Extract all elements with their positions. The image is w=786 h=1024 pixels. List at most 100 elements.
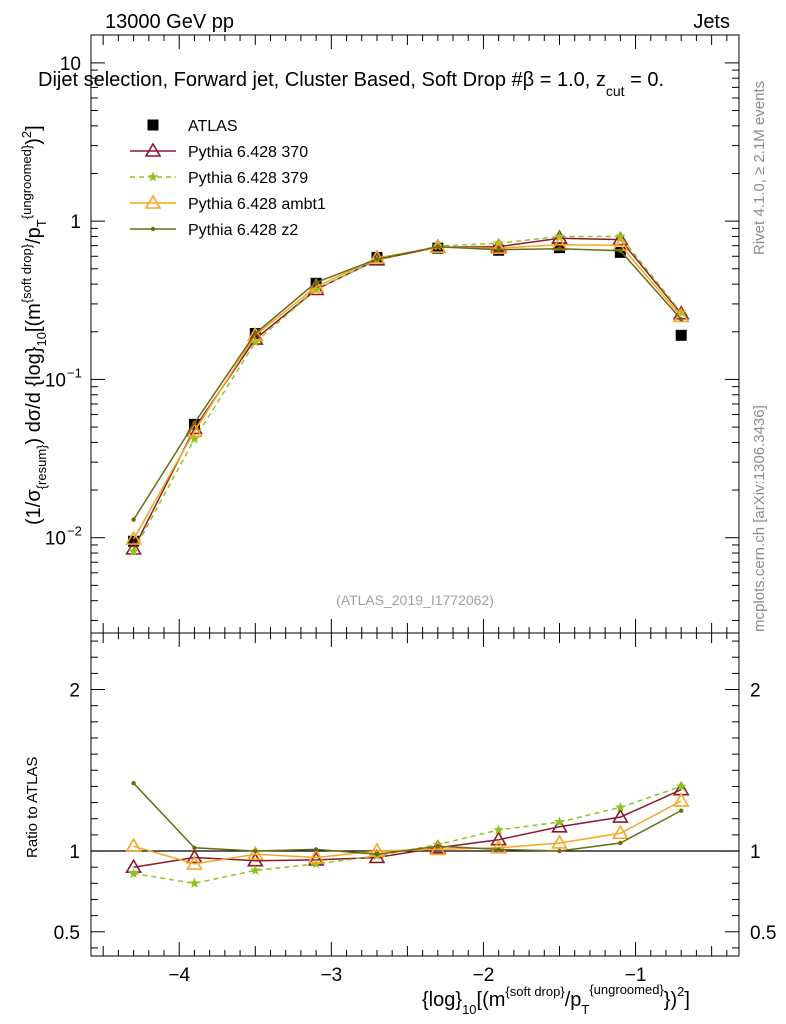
data-point xyxy=(675,329,687,341)
ratio-point xyxy=(186,848,203,864)
data-point xyxy=(435,244,441,249)
ratio-y-tick-label-right: 2 xyxy=(750,681,761,702)
x-tick-label: −4 xyxy=(168,965,190,986)
legend-entry-atlas: ATLAS xyxy=(147,118,238,135)
data-point xyxy=(496,247,501,252)
data-point xyxy=(368,249,386,264)
data-point xyxy=(618,248,623,253)
legend-entry-pythia-6-428-ambt1: Pythia 6.428 ambt1 xyxy=(130,194,326,213)
x-tick-label: −2 xyxy=(473,965,495,986)
data-point xyxy=(554,231,565,241)
ratio-point xyxy=(554,816,565,827)
x-tick-label: −1 xyxy=(625,965,647,986)
data-point xyxy=(374,256,380,262)
ratio-point xyxy=(676,780,687,791)
data-point xyxy=(125,540,142,555)
series-line xyxy=(132,235,682,552)
data-point xyxy=(678,317,684,322)
ratio-series-pythia-6-428-379 xyxy=(128,780,687,888)
ratio-line xyxy=(133,785,682,885)
ratio-y-tick-label: 0.5 xyxy=(54,923,80,944)
mcplots-label: mcplots.cern.ch [arXiv:1306.3436] xyxy=(751,405,768,632)
legend-marker xyxy=(147,119,159,131)
data-point xyxy=(676,306,687,317)
main-y-tick-label: 10 xyxy=(60,54,81,75)
ratio-point xyxy=(678,808,684,813)
main-y-tick-label: 10 xyxy=(45,529,66,550)
ratio-line xyxy=(133,800,682,865)
series-line xyxy=(132,245,682,521)
series-pythia-6-428-z2 xyxy=(131,244,684,522)
ratio-point xyxy=(672,792,690,807)
plot-title-main: Dijet selection, Forward jet, Cluster Ba… xyxy=(38,69,606,91)
legend-entry-pythia-6-428-379: Pythia 6.428 379 xyxy=(130,170,308,187)
plot-title-sub: cut xyxy=(606,83,625,99)
svg-text:(1/σ{resum}) dσ/d {log}10[(m{s: (1/σ{resum}) dσ/d {log}10[(m{soft drop}/… xyxy=(19,125,49,525)
data-point xyxy=(253,331,258,336)
reference-label: (ATLAS_2019_I1772062) xyxy=(336,592,494,608)
ratio-point xyxy=(125,837,142,852)
data-point xyxy=(313,280,319,285)
main-y-tick-exponent: −2 xyxy=(67,524,82,539)
ratio-y-tick-label: 1 xyxy=(69,842,80,863)
main-y-tick-exponent: −1 xyxy=(67,365,82,380)
ratio-y-tick-label-right: 0.5 xyxy=(750,923,776,944)
data-point xyxy=(246,326,264,342)
ratio-point xyxy=(551,834,568,849)
legend-label: ATLAS xyxy=(188,118,238,135)
legend-marker xyxy=(144,194,162,209)
ratio-line xyxy=(133,782,682,856)
ratio-series-pythia-6-428-z2 xyxy=(131,780,684,857)
series-pythia-6-428-379 xyxy=(128,231,687,556)
ratio-point xyxy=(557,848,562,854)
ratio-point xyxy=(253,848,258,854)
x-tick-label: −3 xyxy=(321,965,343,986)
data-point xyxy=(131,517,136,522)
ratio-point xyxy=(189,877,200,888)
x-axis-title: {log}10[(m{soft drop}/pT{ungroomed}})2] xyxy=(422,982,690,1017)
data-point xyxy=(615,231,626,241)
series-line xyxy=(132,237,682,550)
legend-label: Pythia 6.428 370 xyxy=(188,144,308,161)
ratio-line xyxy=(133,789,682,868)
ratio-point xyxy=(618,840,623,846)
ratio-point xyxy=(496,847,501,852)
legend-marker xyxy=(144,142,162,157)
data-point xyxy=(490,239,508,254)
ratio-point xyxy=(186,855,203,870)
ratio-y-tick-label-right: 1 xyxy=(750,842,761,863)
ratio-point xyxy=(307,848,325,864)
data-point xyxy=(128,545,139,556)
ratio-point xyxy=(490,839,508,854)
legend-entry-pythia-6-428-z2: Pythia 6.428 z2 xyxy=(130,222,298,239)
ratio-series-pythia-6-428-370 xyxy=(125,781,690,873)
legend-label: Pythia 6.428 z2 xyxy=(188,222,298,239)
series-pythia-6-428-ambt1 xyxy=(125,236,690,545)
svg-text:{log}10[(m{soft drop}/pT{ungro: {log}10[(m{soft drop}/pT{ungroomed}})2] xyxy=(422,982,690,1017)
ratio-point xyxy=(611,808,629,823)
data-point xyxy=(189,433,200,444)
legend-entry-pythia-6-428-370: Pythia 6.428 370 xyxy=(130,142,308,161)
data-point xyxy=(250,336,261,347)
data-point xyxy=(125,530,142,545)
legend-marker xyxy=(147,171,159,182)
ratio-point xyxy=(313,847,319,852)
plot-title-end: = 0. xyxy=(625,69,664,91)
rivet-label: Rivet 4.1.0, ≥ 2.1M events xyxy=(751,81,768,255)
ratio-point xyxy=(192,845,197,850)
ratio-point xyxy=(435,843,441,849)
ratio-point xyxy=(310,858,322,869)
ratio-point xyxy=(250,864,261,875)
data-point xyxy=(186,422,203,438)
ratio-point xyxy=(131,780,136,786)
ratio-series xyxy=(125,780,690,888)
ratio-point xyxy=(490,831,508,846)
ratio-point xyxy=(493,824,504,835)
ratio-point xyxy=(246,845,264,861)
ratio-point xyxy=(551,818,568,833)
ratio-y-axis-title: Ratio to ATLAS xyxy=(24,757,41,858)
process-label: Jets xyxy=(693,11,730,33)
ratio-point xyxy=(429,840,447,856)
